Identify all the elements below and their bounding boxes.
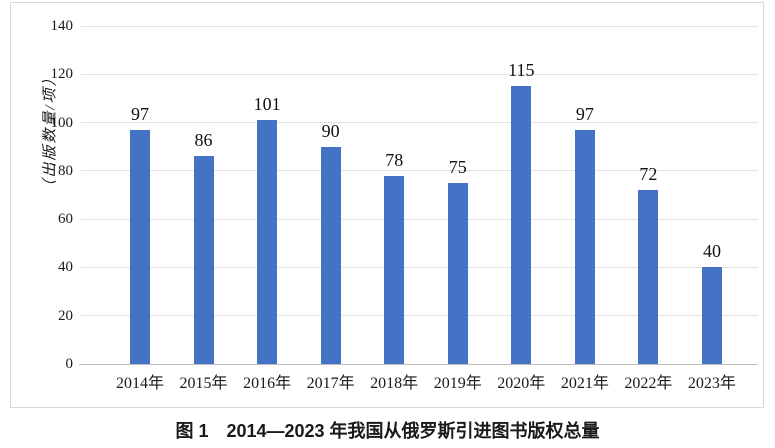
y-tick-label-0: 0 xyxy=(65,356,74,372)
x-tick-label-2015年: 2015年 xyxy=(179,375,228,392)
x-tick-label-2019年: 2019年 xyxy=(433,375,482,392)
value-label-2019年: 75 xyxy=(448,156,467,177)
y-tick-label-100: 100 xyxy=(50,114,74,131)
gridline-y-100 xyxy=(81,122,758,124)
y-tick-label-20: 20 xyxy=(58,307,73,324)
bar-2020年 xyxy=(511,86,532,364)
y-tick-label-120: 120 xyxy=(50,66,74,83)
gridline-y-40 xyxy=(81,266,758,268)
y-tick-label-140: 140 xyxy=(50,18,74,34)
gridline-y-120 xyxy=(81,73,758,75)
x-tick-label-2018年: 2018年 xyxy=(370,375,419,392)
bar-2017年 xyxy=(320,146,341,364)
bar-2021年 xyxy=(574,129,595,364)
y-tick-label-60: 60 xyxy=(58,211,73,228)
bar-2015年 xyxy=(193,156,214,364)
gridline-y-80 xyxy=(81,170,758,172)
bar-2014年 xyxy=(130,129,150,364)
y-tick-label-40: 40 xyxy=(58,259,73,276)
x-tick-label-2020年: 2020年 xyxy=(497,375,546,392)
value-label-2015年: 86 xyxy=(194,130,213,151)
x-tick-label-2017年: 2017年 xyxy=(306,375,355,392)
x-tick-label-2016年: 2016年 xyxy=(243,375,292,392)
x-tick-label-2021年: 2021年 xyxy=(560,375,609,392)
figure-caption: 图 1 2014—2023 年我国从俄罗斯引进图书版权总量 xyxy=(175,421,600,441)
value-label-2022年: 72 xyxy=(639,164,658,185)
gridline-y-60 xyxy=(81,218,758,220)
bar-2019年 xyxy=(447,182,468,364)
value-label-2018年: 78 xyxy=(385,149,404,170)
y-tick-label-80: 80 xyxy=(58,162,73,179)
gridline-y-20 xyxy=(81,315,758,317)
bar-2022年 xyxy=(638,190,659,364)
value-label-2017年: 90 xyxy=(321,120,340,141)
value-label-2016年: 101 xyxy=(253,94,281,115)
value-label-2023年: 40 xyxy=(702,241,721,262)
bar-2023年 xyxy=(701,267,722,364)
chart-area: （出版数量/项） 0 20 40 60 80 100 120 140 97 86 101 90 78 7… xyxy=(10,2,764,408)
x-axis-line xyxy=(79,364,758,365)
x-tick-label-2014年: 2014年 xyxy=(115,375,164,392)
value-label-2020年: 115 xyxy=(508,60,535,81)
gridline-y-140 xyxy=(81,25,758,27)
x-tick-label-2022年: 2022年 xyxy=(624,375,673,392)
bar-2018年 xyxy=(384,175,405,364)
bar-2016年 xyxy=(257,120,278,364)
value-label-2021年: 97 xyxy=(575,103,594,124)
x-tick-label-2023年: 2023年 xyxy=(687,375,736,392)
value-label-2014年: 97 xyxy=(131,103,149,124)
